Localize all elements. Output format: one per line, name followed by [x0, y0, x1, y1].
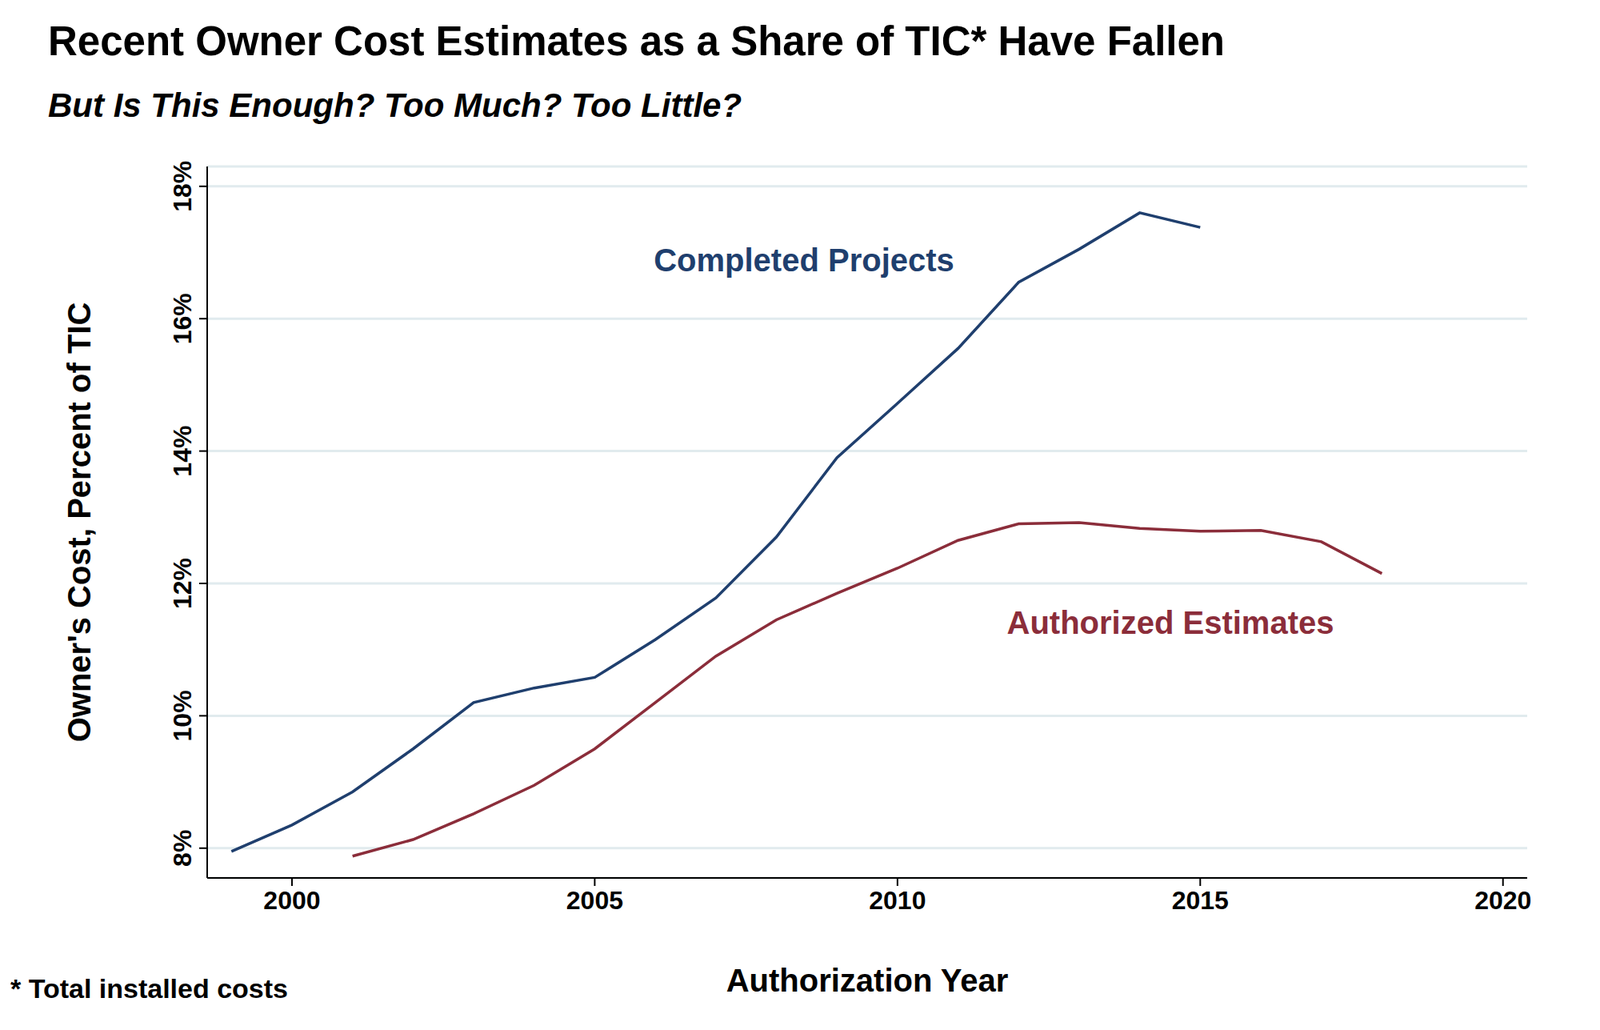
html-text:Authorized Estimates: Authorized Estimates — [1006, 604, 1334, 640]
svg-text:8%: 8% — [168, 829, 197, 867]
svg-text:2005: 2005 — [566, 885, 624, 915]
svg-text:2000: 2000 — [263, 885, 320, 915]
svg-text:2010: 2010 — [868, 885, 926, 915]
svg-text:2015: 2015 — [1172, 885, 1229, 915]
html-text:But Is This Enough? Too Much?: But Is This Enough? Too Much? Too Little… — [48, 86, 742, 124]
html-text:Completed Projects: Completed Projects — [653, 242, 955, 278]
svg-text:12%: 12% — [168, 557, 197, 609]
html-text:Recent Owner Cost Estimates as: Recent Owner Cost Estimates as a Share o… — [48, 18, 1225, 64]
svg-text:10%: 10% — [168, 689, 197, 741]
svg-text:Owner's Cost, Percent of TIC: Owner's Cost, Percent of TIC — [61, 302, 97, 743]
svg-text:14%: 14% — [168, 425, 197, 477]
svg-text:18%: 18% — [168, 160, 197, 212]
svg-text:16%: 16% — [168, 292, 197, 344]
svg-text:2020: 2020 — [1474, 885, 1532, 915]
svg-text:Authorization Year: Authorization Year — [726, 962, 1009, 998]
html-text:* Total installed costs: * Total installed costs — [10, 972, 288, 1004]
